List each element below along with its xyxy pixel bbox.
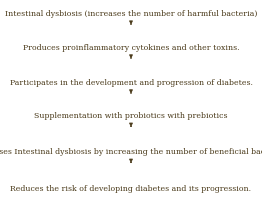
Text: Supplementation with probiotics with prebiotics: Supplementation with probiotics with pre… (34, 112, 228, 120)
Text: Intestinal dysbiosis (increases the number of harmful bacteria): Intestinal dysbiosis (increases the numb… (5, 10, 257, 18)
Text: Participates in the development and progression of diabetes.: Participates in the development and prog… (9, 79, 253, 87)
Text: Reduces the risk of developing diabetes and its progression.: Reduces the risk of developing diabetes … (10, 185, 252, 193)
Text: Produces proinflammatory cytokines and other toxins.: Produces proinflammatory cytokines and o… (23, 44, 239, 52)
Text: Reverses Intestinal dysbiosis by increasing the number of beneficial bacteria.: Reverses Intestinal dysbiosis by increas… (0, 148, 262, 156)
